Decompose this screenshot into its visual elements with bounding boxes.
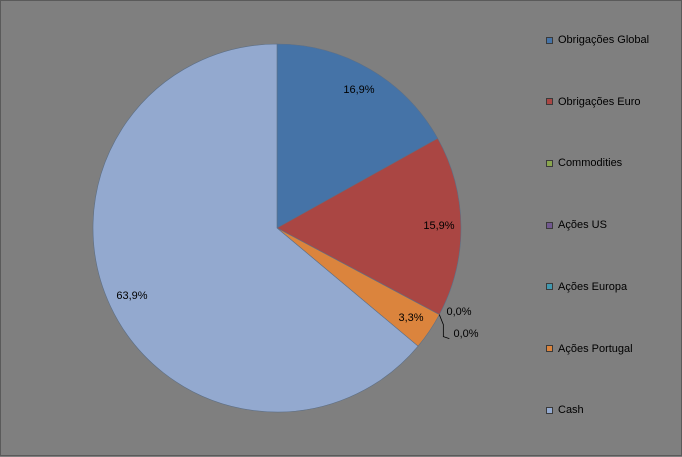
legend-label: Obrigações Euro — [558, 95, 641, 108]
legend-swatch — [546, 406, 553, 414]
legend-label: Cash — [558, 404, 584, 417]
legend-swatch — [546, 98, 553, 106]
legend-swatch — [546, 159, 553, 167]
legend-swatch — [546, 283, 553, 291]
data-label-obrigacoes-euro: 15,9% — [423, 220, 454, 232]
legend-label: Obrigações Global — [558, 34, 650, 46]
data-label-cash: 63,9% — [116, 290, 147, 302]
legend-item-acoes-us: Ações US — [546, 218, 607, 232]
legend-item-acoes-portugal: Ações Portugal — [546, 342, 633, 356]
legend-label: Ações Portugal — [558, 342, 633, 355]
legend-label: Ações Europa — [558, 280, 628, 293]
pie-slice-obrigacoes-euro — [276, 137, 462, 316]
legend-item-cash: Cash — [546, 403, 584, 417]
pie-slice-obrigacoes-global — [276, 43, 439, 229]
legend-item-commodities: Commodities — [546, 156, 622, 170]
legend-item-obrigacoes-euro: Obrigações Euro — [546, 95, 641, 109]
legend-item-obrigacoes-global: Obrigações Global — [546, 33, 649, 47]
data-label-acoes-portugal: 3,3% — [398, 312, 423, 324]
legend-label: Commodities — [558, 157, 623, 170]
legend-swatch — [546, 345, 553, 352]
data-label-obrigacoes-global: 16,9% — [343, 84, 374, 96]
data-label-commodities: 0,0% — [446, 306, 471, 318]
legend-swatch — [546, 221, 553, 229]
pie-slice-cash — [92, 43, 419, 413]
data-label-acoes-europa: 0,0% — [453, 328, 478, 340]
legend-label: Ações US — [558, 219, 607, 232]
leader-line — [438, 314, 450, 339]
legend-swatch — [546, 36, 553, 44]
legend-item-acoes-europa: Ações Europa — [546, 280, 627, 294]
